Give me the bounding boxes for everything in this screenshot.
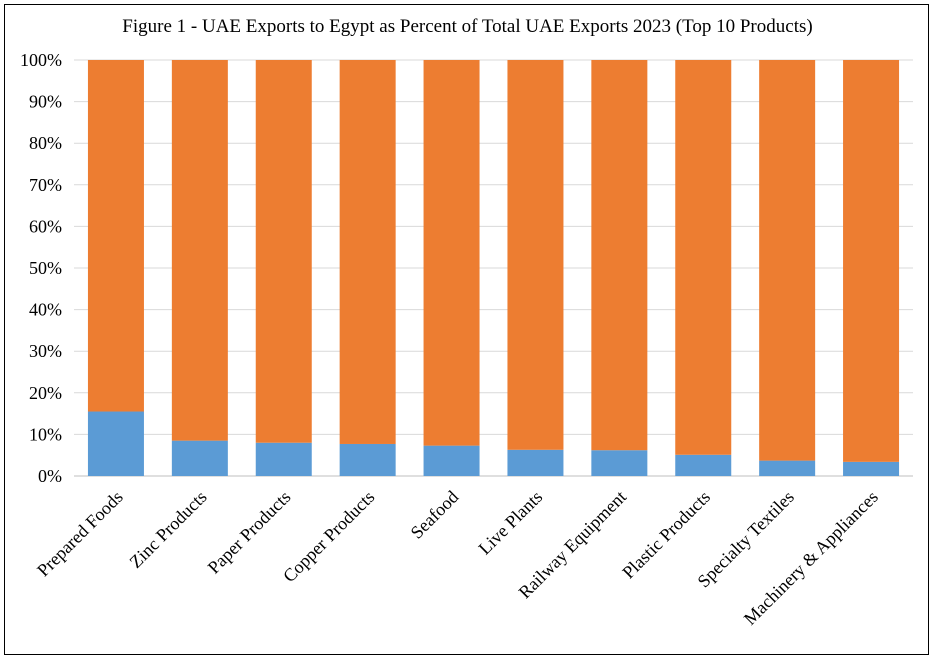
- bar-segment-series-2: [843, 60, 900, 462]
- y-tick-label: 0%: [38, 466, 62, 486]
- bar-segment-series-2: [339, 60, 396, 444]
- bar-segment-series-2: [759, 60, 816, 461]
- x-category-label: Plastic Products: [618, 487, 714, 583]
- bar-segment-series-1: [339, 443, 396, 476]
- bar-segment-series-2: [507, 60, 564, 450]
- x-category-label: Zinc Products: [125, 487, 210, 572]
- x-category-label: Machinery & Appliances: [740, 487, 882, 629]
- y-tick-label: 50%: [29, 258, 62, 278]
- x-category-label: Paper Products: [204, 487, 295, 578]
- bar-segment-series-2: [171, 60, 228, 441]
- bar-segment-series-1: [87, 411, 144, 476]
- y-tick-label: 20%: [29, 383, 62, 403]
- bar-segment-series-1: [759, 460, 816, 476]
- bar-segment-series-1: [675, 454, 732, 476]
- x-category-label: Prepared Foods: [33, 487, 127, 581]
- y-tick-label: 10%: [29, 424, 62, 444]
- bar-segment-series-1: [255, 442, 312, 476]
- bar-segment-series-2: [423, 60, 480, 446]
- bar-segment-series-1: [423, 445, 480, 476]
- chart-title: Figure 1 - UAE Exports to Egypt as Perce…: [122, 16, 813, 37]
- x-category-label: Seafood: [407, 487, 463, 543]
- y-tick-label: 90%: [29, 92, 62, 112]
- y-tick-label: 40%: [29, 300, 62, 320]
- y-tick-label: 60%: [29, 216, 62, 236]
- bar-segment-series-2: [591, 60, 648, 451]
- bar-segment-series-1: [171, 440, 228, 476]
- x-category-label: Copper Products: [279, 487, 378, 586]
- bar-segment-series-1: [843, 461, 900, 476]
- y-tick-label: 30%: [29, 341, 62, 361]
- y-axis-tick-labels: 0% 10% 20% 30% 40% 50% 60% 70% 80% 90% 100%: [20, 50, 62, 486]
- bar-segment-series-2: [87, 60, 144, 412]
- x-category-label: Live Plants: [475, 487, 547, 559]
- bars: [87, 60, 900, 476]
- y-tick-label: 70%: [29, 175, 62, 195]
- bar-segment-series-1: [507, 449, 564, 476]
- y-tick-label: 100%: [20, 50, 62, 70]
- bar-segment-series-2: [255, 60, 312, 443]
- y-tick-label: 80%: [29, 133, 62, 153]
- bar-segment-series-1: [591, 450, 648, 476]
- bar-segment-series-2: [675, 60, 732, 455]
